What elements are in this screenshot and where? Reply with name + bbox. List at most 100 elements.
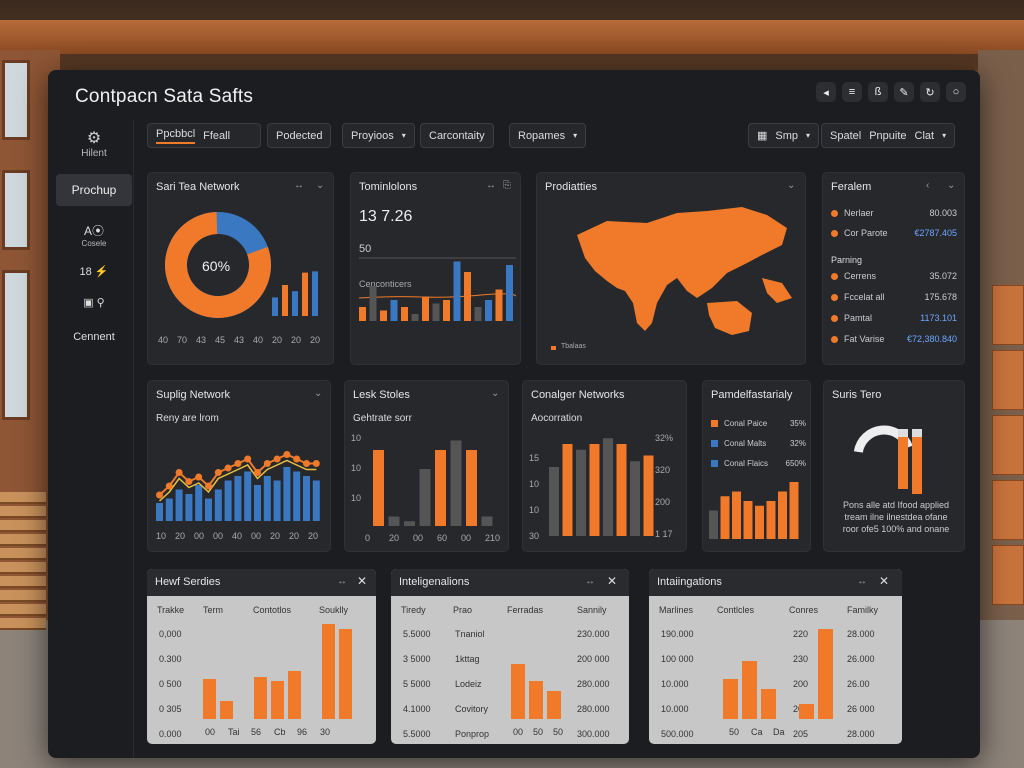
close-icon[interactable]: ✕ [607, 574, 618, 588]
chevron-down-icon[interactable]: ⌄ [491, 388, 500, 399]
x-tick-label: 45 [215, 335, 225, 345]
close-icon[interactable]: ✕ [357, 574, 368, 588]
row-value: 300.000 [577, 729, 610, 739]
donut-chart: 40 70 43 45 43 40 20 20 20 [158, 212, 320, 345]
map-landmass-eurasia-africa [577, 207, 787, 331]
chevron-down-icon[interactable]: ⌄ [314, 388, 323, 399]
menu-icon[interactable]: ≡ [842, 82, 862, 102]
x-tick-label: 210 [485, 533, 500, 543]
row-value: 100 000 [661, 654, 694, 664]
legend-item: Conal Flaics 650% [711, 459, 806, 468]
stat-row: Fat Varise €72,380.840 [831, 334, 957, 344]
sidebar-item-cosele[interactable]: A⦿ Cosele [56, 222, 132, 248]
legend-swatch [711, 460, 718, 467]
x-tick-label: 50 [729, 727, 739, 737]
grid-icon[interactable]: 18 ⚡ [79, 266, 109, 278]
bar [630, 461, 640, 536]
close-icon[interactable]: ✕ [879, 574, 890, 588]
edit-icon[interactable]: ✎ [894, 82, 914, 102]
row-value: 1kttag [455, 654, 480, 664]
bar [589, 444, 600, 536]
smp-dropdown[interactable]: ▦ Smp ▾ [748, 123, 820, 148]
x-tick-label: 70 [177, 335, 187, 345]
y2-tick-label: 320 [655, 465, 670, 475]
proyioos-dropdown[interactable]: Proyioos ▾ [342, 123, 415, 148]
expand-icon[interactable]: ↔ [857, 576, 867, 587]
y-tick-label: 10 [351, 463, 361, 473]
data-point [303, 460, 310, 467]
bar [322, 624, 335, 719]
row-value: 26 000 [847, 704, 875, 714]
legend-label: Conal Paice [724, 419, 768, 428]
map-landmass-australia [707, 301, 752, 335]
chevron-down-icon[interactable]: ⌄ [316, 180, 325, 191]
chevron-down-icon[interactable]: ⌄ [787, 180, 796, 191]
collapse-icon[interactable]: ‹ [926, 180, 930, 191]
export-icon[interactable]: ⎘ [503, 180, 511, 191]
expand-icon[interactable]: ↔ [585, 576, 595, 587]
refresh-icon[interactable]: ↻ [920, 82, 940, 102]
expand-icon[interactable]: ↔ [486, 180, 496, 191]
x-tick-label: 43 [234, 335, 244, 345]
ropames-dropdown[interactable]: Ropames ▾ [509, 123, 587, 148]
podected-button[interactable]: Podected [267, 123, 332, 148]
bar [205, 498, 212, 521]
bar [175, 489, 183, 521]
panel-title: Feralem [831, 181, 872, 193]
x-tick-label: Tai [228, 727, 240, 737]
panel-tea-network: Sari Tea Network ↔ ⌄ 40 70 43 45 43 40 20 20 20 … [147, 172, 334, 365]
expand-icon[interactable]: ↔ [294, 180, 304, 191]
circle-icon[interactable]: ○ [946, 82, 966, 102]
gauge-chart [853, 425, 922, 494]
bar [766, 501, 776, 539]
sidebar-item-hilent[interactable]: ⚙ Hilent [56, 128, 132, 159]
stat-value: 1173.101 [920, 313, 957, 323]
row-value: 0.000 [159, 729, 182, 739]
sidebar-item-cennent[interactable]: Cennent [73, 331, 115, 343]
row-value: 190.000 [661, 629, 694, 639]
back-icon[interactable]: ◂ [816, 82, 836, 102]
share-icon[interactable]: ß [868, 82, 888, 102]
x-tick-label: 40 [232, 531, 242, 541]
legend-swatch [711, 420, 718, 427]
spatel-button[interactable]: Spatel [830, 129, 862, 142]
tab-ppcbbcl[interactable]: Ppcbbcl [156, 128, 196, 144]
bar [288, 671, 301, 719]
x-tick-label: 00 [194, 531, 204, 541]
search-icon[interactable]: ▣ ⚲ [83, 297, 105, 309]
panel-inteligenalions: Inteligenalions ↔ ✕ Tiredy Prao Ferradas Sa… [391, 569, 629, 744]
tab-ffeall[interactable]: Ffeall [203, 129, 231, 142]
stat-value: €72,380.840 [906, 334, 957, 344]
row-value: 230.000 [577, 629, 610, 639]
chevron-down-icon[interactable]: ⌄ [947, 180, 956, 191]
bullet-dot [831, 272, 838, 280]
row-value: 500.000 [661, 729, 694, 739]
bar [254, 677, 267, 719]
panel-title: Hewf Serdies [155, 576, 221, 588]
data-point [214, 469, 222, 476]
sidebar-item-prochup[interactable]: Prochup [56, 174, 132, 206]
column-header: Prao [453, 605, 472, 615]
sidebar: ⚙ Hilent Prochup A⦿ Cosele 18 ⚡ ▣ ⚲ Cenn… [48, 120, 134, 758]
gauge-bar-fill [898, 437, 908, 489]
stat-value: €2787.405 [914, 228, 957, 238]
column-header: Conres [789, 605, 819, 615]
bar [390, 300, 398, 321]
x-tick-label: 20 [175, 531, 185, 541]
pnpuite-button[interactable]: Pnpuite [869, 129, 907, 142]
panel-tominlolons: Tominlolons ↔ ⎘ 13 7.26 50 Cenconticers [350, 172, 521, 365]
bar [547, 691, 561, 719]
panel-hewf-serdies: Hewf Serdies ↔ ✕ Trakke Term Contotlos Souk… [147, 569, 376, 744]
expand-icon[interactable]: ↔ [337, 576, 347, 587]
column-header: Souklly [319, 605, 349, 615]
bar [799, 704, 814, 719]
bar [419, 469, 431, 526]
stat-label: Fccelat all [844, 292, 885, 302]
x-tick-label: 50 [533, 727, 543, 737]
bar [282, 285, 288, 316]
x-tick-label: 60 [437, 533, 447, 543]
stat-row: Cerrens 35.072 [831, 271, 957, 281]
data-point [244, 455, 252, 463]
carcontaity-button[interactable]: Carcontaity [420, 123, 494, 148]
clat-dropdown[interactable]: Clat [914, 129, 935, 142]
